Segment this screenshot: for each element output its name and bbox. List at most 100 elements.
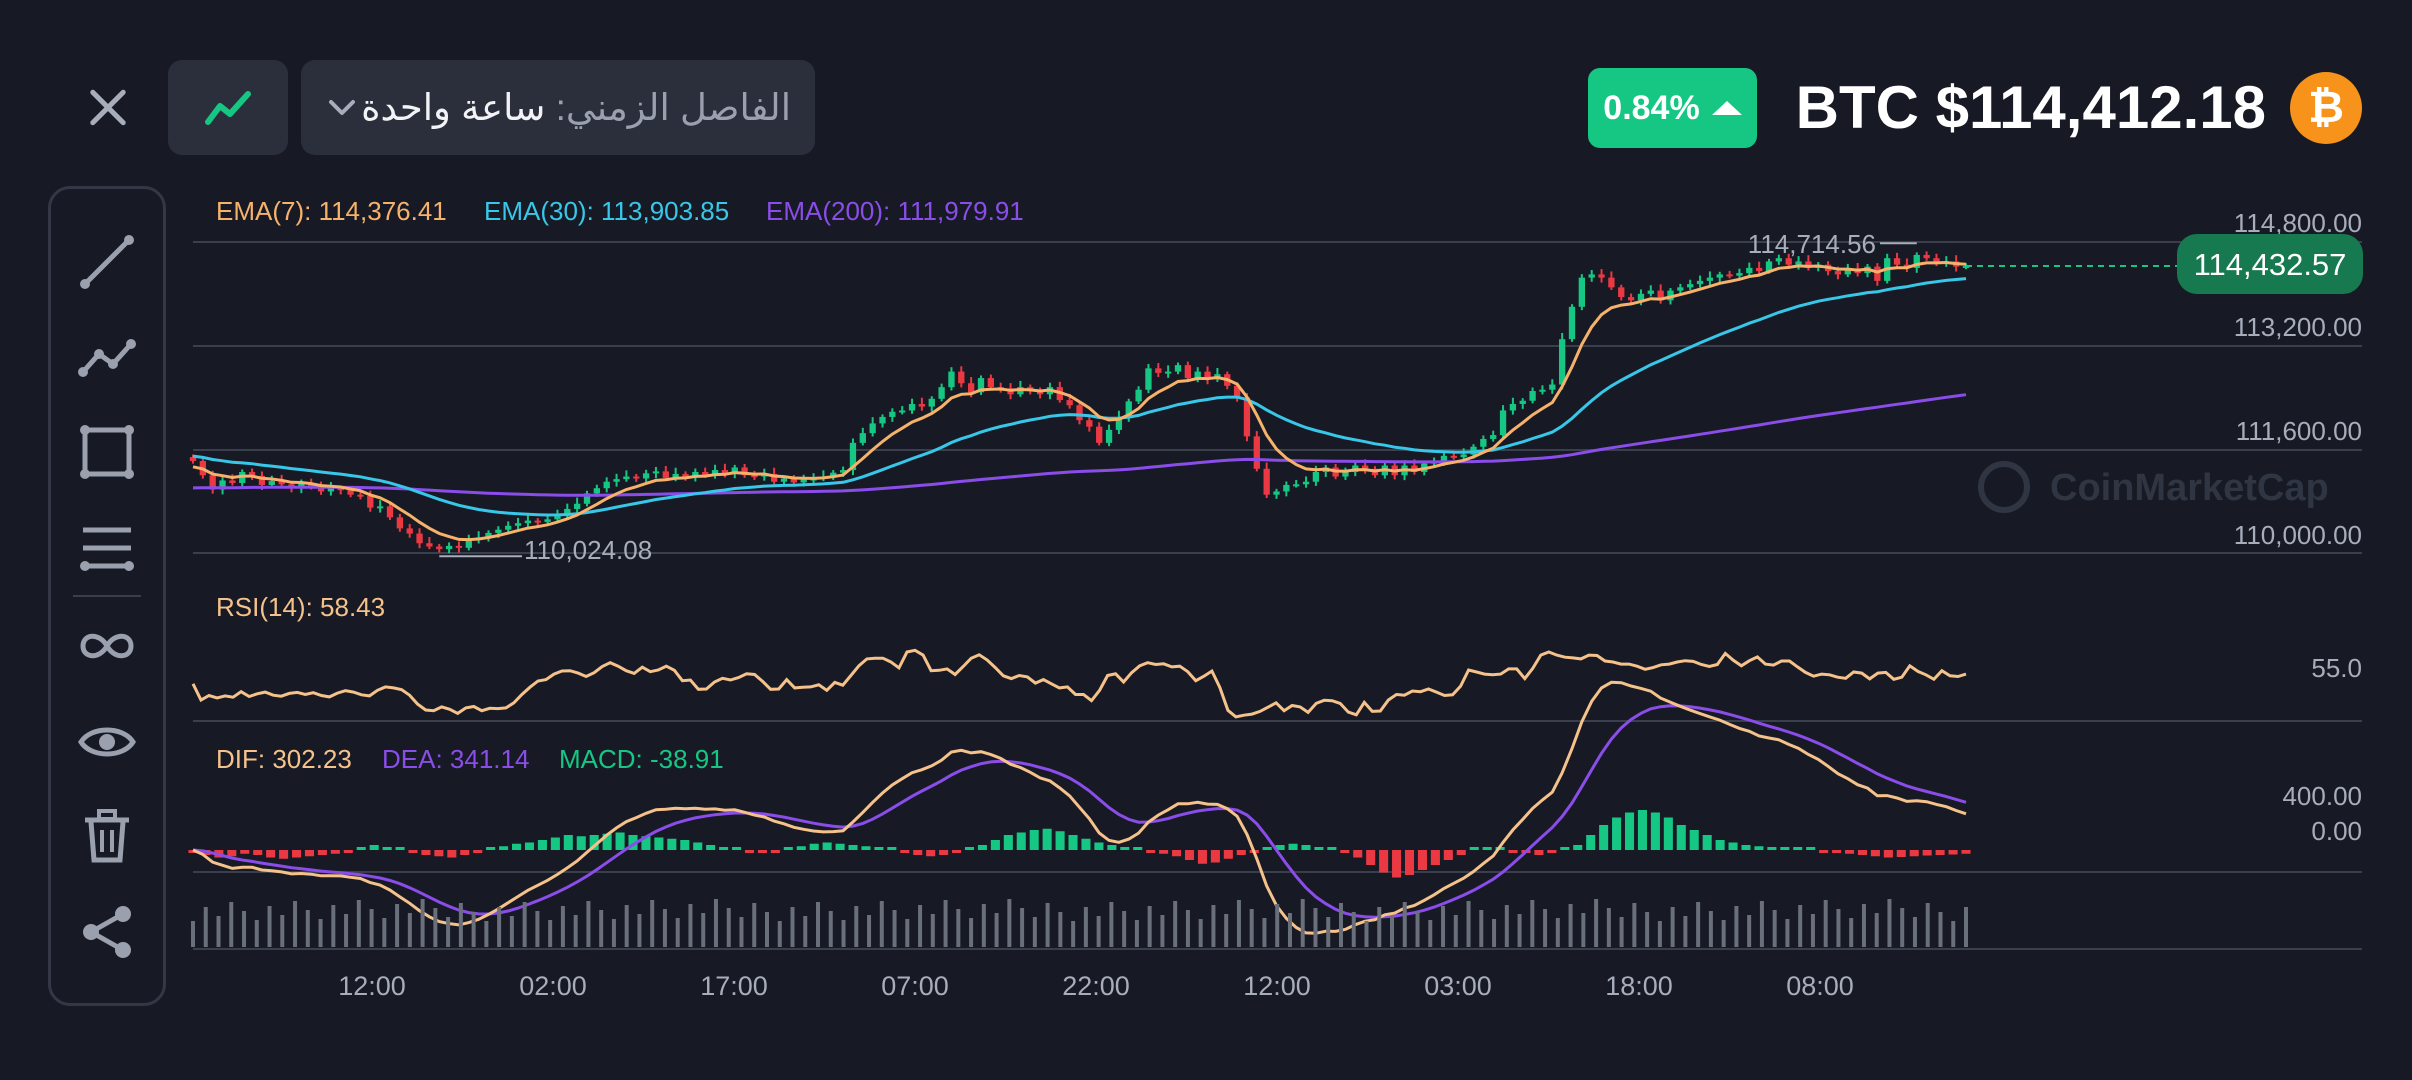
- volume-bar: [1198, 919, 1203, 947]
- candle-body: [859, 433, 866, 443]
- candle-body: [209, 475, 216, 490]
- candle-body: [229, 480, 236, 484]
- candle-body: [1233, 385, 1241, 398]
- candle-body: [544, 519, 551, 522]
- macd-histogram-bar: [563, 835, 573, 850]
- chart-labels: EMA(7): 114,376.41 EMA(30): 113,903.85 E…: [216, 196, 2363, 846]
- volume-bar: [790, 907, 795, 947]
- volume-bar: [1122, 911, 1127, 947]
- candle-body: [1893, 258, 1901, 265]
- tool-share[interactable]: [74, 899, 140, 965]
- candle-body: [327, 488, 335, 492]
- candle-body: [1746, 267, 1753, 274]
- macd-histogram-bar: [1767, 847, 1777, 850]
- candle-body: [1302, 481, 1310, 485]
- volume-bar: [1275, 904, 1280, 947]
- dea-line: [192, 704, 1967, 919]
- macd-histogram-bar: [395, 847, 405, 850]
- volume-bar: [777, 921, 782, 947]
- macd-histogram-bar: [1327, 847, 1337, 850]
- candle-body: [1440, 455, 1448, 461]
- candle-body: [1923, 254, 1930, 259]
- interval-text: الفاصل الزمني: ساعة واحدة: [361, 60, 791, 155]
- tool-polyline[interactable]: [74, 325, 140, 391]
- low-marker: 110,024.08: [439, 535, 652, 565]
- candle-body: [839, 470, 847, 473]
- trend-line-icon: [205, 90, 251, 125]
- macd-histogram-bar: [1223, 850, 1233, 859]
- tool-trend-line[interactable]: [74, 229, 140, 295]
- macd-histogram-bar: [822, 842, 832, 850]
- candle-body: [1795, 261, 1802, 265]
- macd-histogram-bar: [977, 845, 987, 850]
- volume-bar: [344, 914, 349, 947]
- candle-body: [514, 523, 522, 526]
- macd-histogram-bar: [1184, 850, 1195, 860]
- macd-histogram-bar: [304, 850, 315, 857]
- candle-body: [1706, 277, 1714, 281]
- macd-histogram-bar: [1275, 845, 1285, 850]
- candle-body: [790, 478, 798, 483]
- volume-bar: [1134, 920, 1139, 947]
- volume-bar: [956, 909, 961, 947]
- volume-bar: [267, 906, 272, 947]
- macd-histogram-bar: [757, 850, 767, 853]
- candle-body: [642, 473, 650, 479]
- macd-histogram-bar: [1612, 817, 1622, 850]
- rsi-line: [191, 648, 1967, 719]
- volume-bar: [816, 902, 821, 947]
- candle-body: [849, 442, 857, 471]
- share-icon: [83, 906, 131, 958]
- volume-panel: [191, 899, 1968, 947]
- candle-body: [573, 503, 581, 509]
- volume-bar: [726, 908, 731, 947]
- top-bar: الفاصل الزمني: ساعة واحدة 0.84% BTC $114…: [0, 0, 2412, 170]
- volume-bar: [1109, 902, 1114, 947]
- candle-body: [1736, 273, 1743, 276]
- volume-bar: [701, 913, 706, 947]
- volume-bar: [1530, 900, 1535, 947]
- volume-bar: [1249, 909, 1254, 947]
- volume-bar: [1734, 906, 1739, 947]
- candle-body: [1598, 274, 1605, 278]
- macd-histogram-bar: [1702, 835, 1712, 850]
- macd-histogram-bar: [1793, 847, 1803, 850]
- volume-bar: [191, 921, 195, 947]
- volume-bar: [1747, 915, 1752, 947]
- volume-bar: [509, 916, 514, 947]
- candle-body: [1627, 297, 1635, 301]
- macd-histogram-bar: [1469, 847, 1479, 850]
- candle-body: [1460, 454, 1467, 458]
- volume-bar: [1096, 916, 1101, 947]
- macd-histogram-bar: [330, 850, 340, 854]
- macd-histogram-bar: [576, 836, 586, 850]
- candle-body: [770, 473, 778, 482]
- candle-body: [672, 473, 679, 478]
- candle-body: [1519, 400, 1526, 404]
- volume-bar: [1772, 910, 1777, 947]
- candle-body: [495, 529, 502, 533]
- candle-body: [1243, 397, 1251, 437]
- tool-eye[interactable]: [74, 709, 140, 775]
- volume-bar: [1849, 918, 1854, 947]
- last-price-badge: [2177, 234, 2363, 294]
- tool-trash[interactable]: [74, 803, 140, 869]
- macd-histogram-bar: [964, 847, 975, 850]
- tool-rectangle[interactable]: [74, 419, 140, 485]
- volume-bar: [1683, 916, 1688, 947]
- volume-bar: [497, 907, 502, 947]
- volume-bar: [382, 918, 387, 947]
- macd-histogram-bar: [680, 840, 690, 850]
- interval-select[interactable]: الفاصل الزمني: ساعة واحدة: [301, 60, 815, 155]
- macd-histogram-bar: [1534, 850, 1544, 855]
- chart-type-button[interactable]: [168, 60, 288, 155]
- volume-bar: [548, 920, 553, 947]
- candle-body: [1755, 267, 1763, 272]
- tool-infinity[interactable]: [74, 613, 140, 679]
- candle-body: [928, 398, 935, 407]
- candle-body: [505, 525, 512, 530]
- tool-horizontal-lines[interactable]: [74, 515, 140, 581]
- candle-body: [367, 495, 374, 508]
- candle-body: [908, 403, 916, 411]
